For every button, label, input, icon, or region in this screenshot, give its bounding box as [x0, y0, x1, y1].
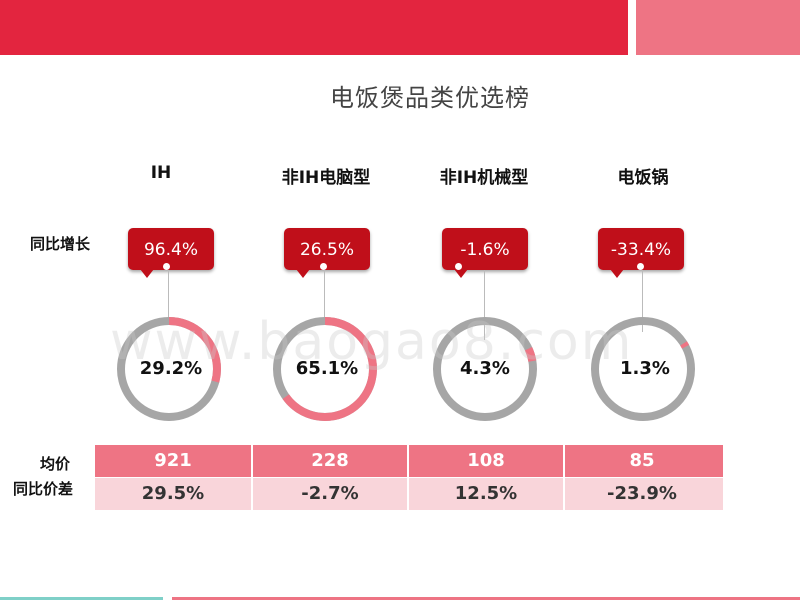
bubble-dot — [455, 263, 462, 270]
category-header-mechanical: 非IH机械型 — [439, 168, 529, 188]
category-header-rice-pot: 电饭锅 — [617, 168, 669, 188]
bubble-pointer — [454, 269, 468, 278]
bubble-pointer — [610, 269, 624, 278]
table-cell: 921 — [154, 450, 192, 471]
donut-arc-computer — [273, 317, 377, 421]
share-donut-mechanical — [433, 317, 537, 421]
price-table: 921 228 108 85 29.5% -2.7% 12.5% -23.9% — [95, 445, 723, 510]
donut-track — [591, 317, 695, 421]
table-cell: 12.5% — [407, 478, 563, 510]
share-donut-computer — [273, 317, 377, 421]
share-donut-ih — [117, 317, 221, 421]
watermark: www.baogao8.com — [110, 312, 634, 372]
page-title: 电饭煲品类优选榜 — [330, 84, 530, 112]
header-bar-left — [0, 0, 628, 55]
category-header-computer: 非IH电脑型 — [281, 168, 371, 188]
connector-line — [484, 270, 485, 340]
bubble-dot — [637, 263, 644, 270]
growth-bubble-ih: 96.4% — [128, 228, 214, 270]
table-cell: 29.5% — [141, 483, 205, 504]
table-cell: -2.7% — [251, 478, 407, 510]
bubble-dot — [163, 263, 170, 270]
growth-value-computer: 26.5% — [299, 240, 354, 260]
share-value-ih: 29.2% — [139, 358, 203, 379]
bubble-pointer — [296, 269, 310, 278]
connector-line — [324, 270, 325, 320]
growth-value-mechanical: -1.6% — [460, 240, 510, 260]
connector-line — [642, 270, 643, 332]
growth-value-rice-pot: -33.4% — [610, 240, 672, 260]
table-cell: 108 — [407, 445, 563, 477]
donut-arc-ih — [117, 317, 221, 421]
growth-value-ih: 96.4% — [143, 240, 198, 260]
row-label-growth: 同比增长 — [30, 235, 91, 253]
table-cell: 228 — [251, 445, 407, 477]
share-value-rice-pot: 1.3% — [620, 358, 670, 379]
table-row-price-diff: 29.5% -2.7% 12.5% -23.9% — [95, 478, 723, 510]
table-cell: -23.9% — [563, 478, 719, 510]
category-header-ih: IH — [150, 163, 172, 183]
connector-line — [168, 270, 169, 320]
footer-bar-right — [172, 597, 800, 600]
share-donut-rice-pot — [591, 317, 695, 421]
header-bar-right — [636, 0, 800, 55]
footer-bar-left — [0, 597, 163, 600]
donut-track — [433, 317, 537, 421]
growth-bubble-computer: 26.5% — [284, 228, 370, 270]
bubble-pointer — [140, 269, 154, 278]
bubble-dot — [320, 263, 327, 270]
table-row-avg-price: 921 228 108 85 — [95, 445, 723, 477]
table-cell: 85 — [563, 445, 719, 477]
share-value-mechanical: 4.3% — [460, 358, 510, 379]
share-value-computer: 65.1% — [295, 358, 359, 379]
row-label-avg-price: 均价 — [40, 455, 71, 473]
row-label-price-diff: 同比价差 — [13, 480, 74, 498]
